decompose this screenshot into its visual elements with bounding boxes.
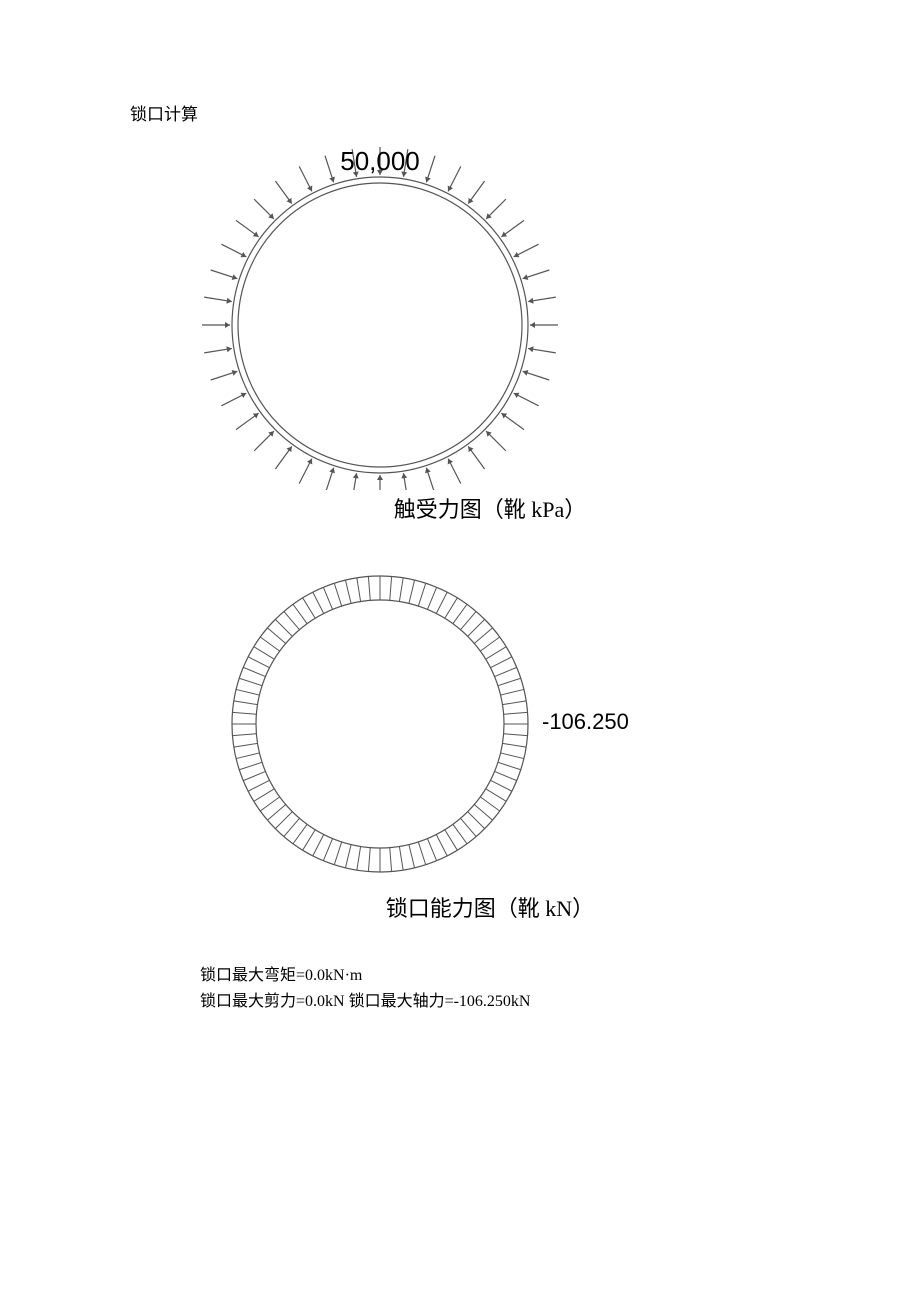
diagram-capacity: -106.250 锁口能力图（靴 kN）: [130, 544, 790, 923]
diagram1-caption: 触受力图（靴 kPa）: [190, 492, 790, 524]
diagram2-caption: 锁口能力图（靴 kN）: [190, 891, 790, 923]
force-diagram-svg: 50,000: [180, 145, 680, 490]
section-title: 锁口计算: [130, 100, 790, 125]
result-shear-axial: 锁口最大剪力=0.0kN 锁口最大轴力=-106.250kN: [200, 989, 790, 1015]
diagram-force: 50,000 触受力图（靴 kPa）: [130, 145, 790, 524]
diagram2-value-label: -106.250: [542, 709, 629, 734]
results-block: 锁口最大弯矩=0.0kN·m 锁口最大剪力=0.0kN 锁口最大轴力=-106.…: [200, 963, 790, 1014]
result-moment: 锁口最大弯矩=0.0kN·m: [200, 963, 790, 989]
capacity-diagram-svg: -106.250: [180, 544, 680, 889]
diagram1-value-label: 50,000: [340, 146, 420, 176]
